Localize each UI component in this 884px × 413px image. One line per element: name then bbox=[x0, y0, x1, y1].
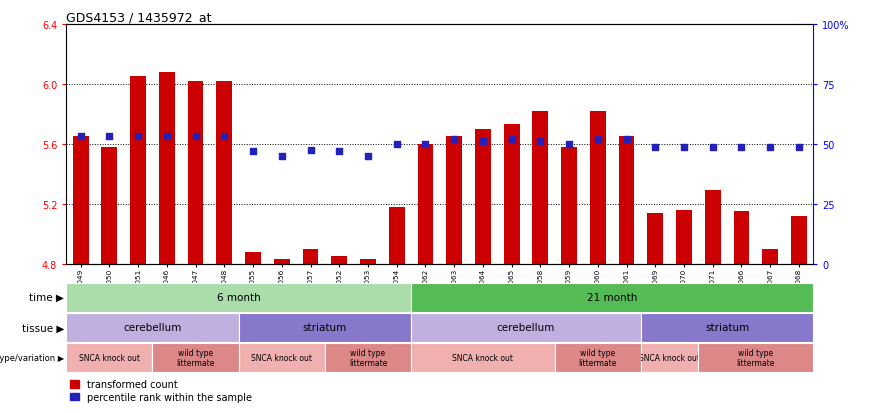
Text: wild type
littermate: wild type littermate bbox=[177, 348, 215, 367]
Bar bbox=[647, 214, 663, 264]
Bar bbox=[446, 137, 462, 264]
Bar bbox=[475, 130, 491, 264]
Point bbox=[73, 134, 88, 140]
Point bbox=[361, 153, 375, 160]
Text: 6 month: 6 month bbox=[217, 292, 261, 302]
Bar bbox=[791, 216, 807, 264]
Bar bbox=[159, 73, 175, 264]
Point bbox=[792, 144, 806, 151]
Point bbox=[648, 144, 662, 151]
Text: wild type
littermate: wild type littermate bbox=[736, 348, 775, 367]
Bar bbox=[360, 260, 376, 264]
Point bbox=[735, 144, 749, 151]
Bar bbox=[504, 125, 520, 264]
Point bbox=[562, 141, 576, 148]
Point bbox=[476, 138, 490, 145]
Point bbox=[246, 149, 260, 155]
Text: cerebellum: cerebellum bbox=[123, 323, 182, 332]
Point bbox=[418, 141, 432, 148]
Bar bbox=[762, 249, 778, 264]
Bar bbox=[187, 82, 203, 264]
Text: wild type
littermate: wild type littermate bbox=[349, 348, 387, 367]
Bar bbox=[532, 112, 548, 264]
Bar bbox=[102, 147, 118, 264]
Text: 21 month: 21 month bbox=[587, 292, 637, 302]
Bar bbox=[561, 147, 577, 264]
Bar bbox=[130, 77, 146, 264]
Bar bbox=[245, 252, 261, 264]
Point bbox=[390, 141, 404, 148]
Point bbox=[188, 134, 202, 140]
Point bbox=[677, 144, 691, 151]
Point bbox=[131, 134, 145, 140]
Point bbox=[620, 137, 634, 143]
Bar bbox=[705, 191, 720, 264]
Bar bbox=[676, 211, 692, 264]
Text: time ▶: time ▶ bbox=[29, 292, 65, 302]
Point bbox=[103, 134, 117, 140]
Point bbox=[447, 137, 461, 143]
Text: striatum: striatum bbox=[705, 323, 750, 332]
Point bbox=[505, 137, 519, 143]
Text: SNCA knock out: SNCA knock out bbox=[251, 353, 312, 362]
Text: wild type
littermate: wild type littermate bbox=[579, 348, 617, 367]
Text: SNCA knock out: SNCA knock out bbox=[79, 353, 140, 362]
Bar bbox=[332, 257, 347, 264]
Bar bbox=[217, 82, 232, 264]
Text: genotype/variation ▶: genotype/variation ▶ bbox=[0, 353, 65, 362]
Bar bbox=[619, 137, 635, 264]
Point bbox=[332, 149, 347, 155]
Bar bbox=[302, 249, 318, 264]
Text: GDS4153 / 1435972_at: GDS4153 / 1435972_at bbox=[66, 11, 212, 24]
Point bbox=[160, 134, 174, 140]
Text: cerebellum: cerebellum bbox=[497, 323, 555, 332]
Bar bbox=[72, 137, 88, 264]
Point bbox=[217, 134, 232, 140]
Point bbox=[705, 144, 720, 151]
Bar bbox=[417, 145, 433, 264]
Text: SNCA knock out: SNCA knock out bbox=[453, 353, 514, 362]
Legend: transformed count, percentile rank within the sample: transformed count, percentile rank withi… bbox=[66, 375, 255, 406]
Point bbox=[275, 153, 289, 160]
Point bbox=[303, 147, 317, 154]
Bar bbox=[389, 207, 405, 264]
Point bbox=[533, 138, 547, 145]
Bar bbox=[274, 260, 290, 264]
Point bbox=[763, 144, 777, 151]
Text: SNCA knock out: SNCA knock out bbox=[639, 353, 700, 362]
Bar bbox=[590, 112, 606, 264]
Text: striatum: striatum bbox=[302, 323, 347, 332]
Point bbox=[591, 137, 605, 143]
Text: tissue ▶: tissue ▶ bbox=[22, 323, 65, 332]
Bar bbox=[734, 212, 750, 264]
